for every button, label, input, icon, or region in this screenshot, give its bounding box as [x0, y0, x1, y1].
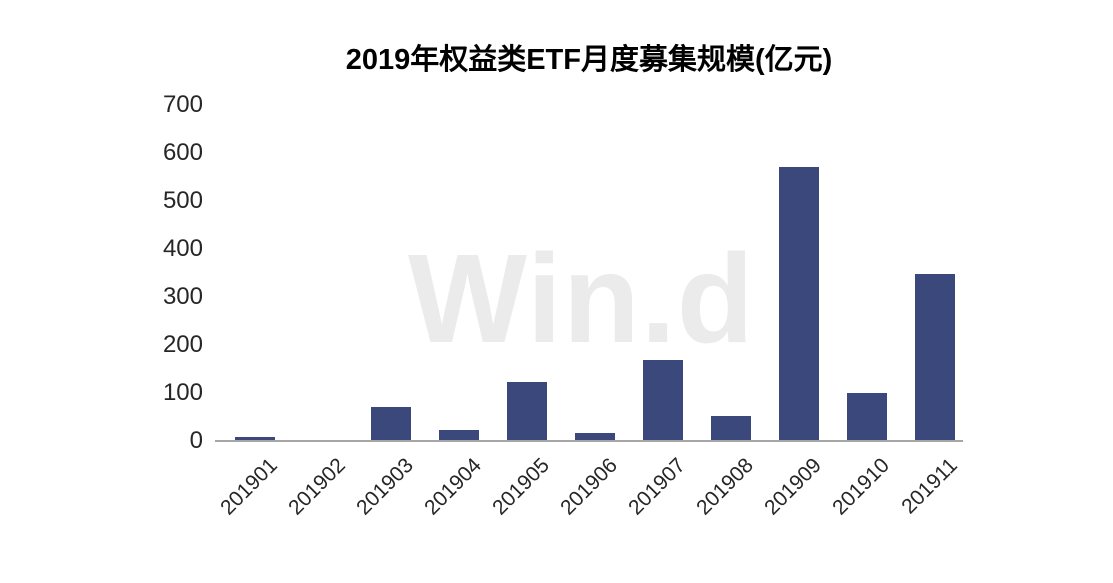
bar-201911 — [915, 274, 955, 441]
y-tick-label-700: 700 — [162, 91, 203, 118]
y-tick-label-500: 500 — [162, 187, 203, 214]
y-tick-label-600: 600 — [162, 139, 203, 166]
y-tick-label-200: 200 — [162, 331, 203, 358]
bar-201901 — [235, 437, 275, 441]
bar-201904 — [439, 429, 479, 441]
y-tick-label-100: 100 — [162, 379, 203, 406]
bar-201908 — [711, 416, 751, 441]
bar-201905 — [507, 382, 547, 441]
y-tick-label-0: 0 — [189, 427, 203, 454]
wind-watermark: Win.d — [408, 228, 755, 369]
bar-201907 — [643, 359, 683, 441]
bar-201909 — [779, 167, 819, 441]
bar-201910 — [847, 392, 887, 441]
chart-title: 2019年权益类ETF月度募集规模(亿元) — [345, 44, 833, 76]
bar-201906 — [575, 432, 615, 441]
y-tick-label-400: 400 — [162, 235, 203, 262]
y-tick-label-300: 300 — [162, 283, 203, 310]
bar-201903 — [371, 406, 411, 441]
x-axis-line — [215, 440, 963, 442]
